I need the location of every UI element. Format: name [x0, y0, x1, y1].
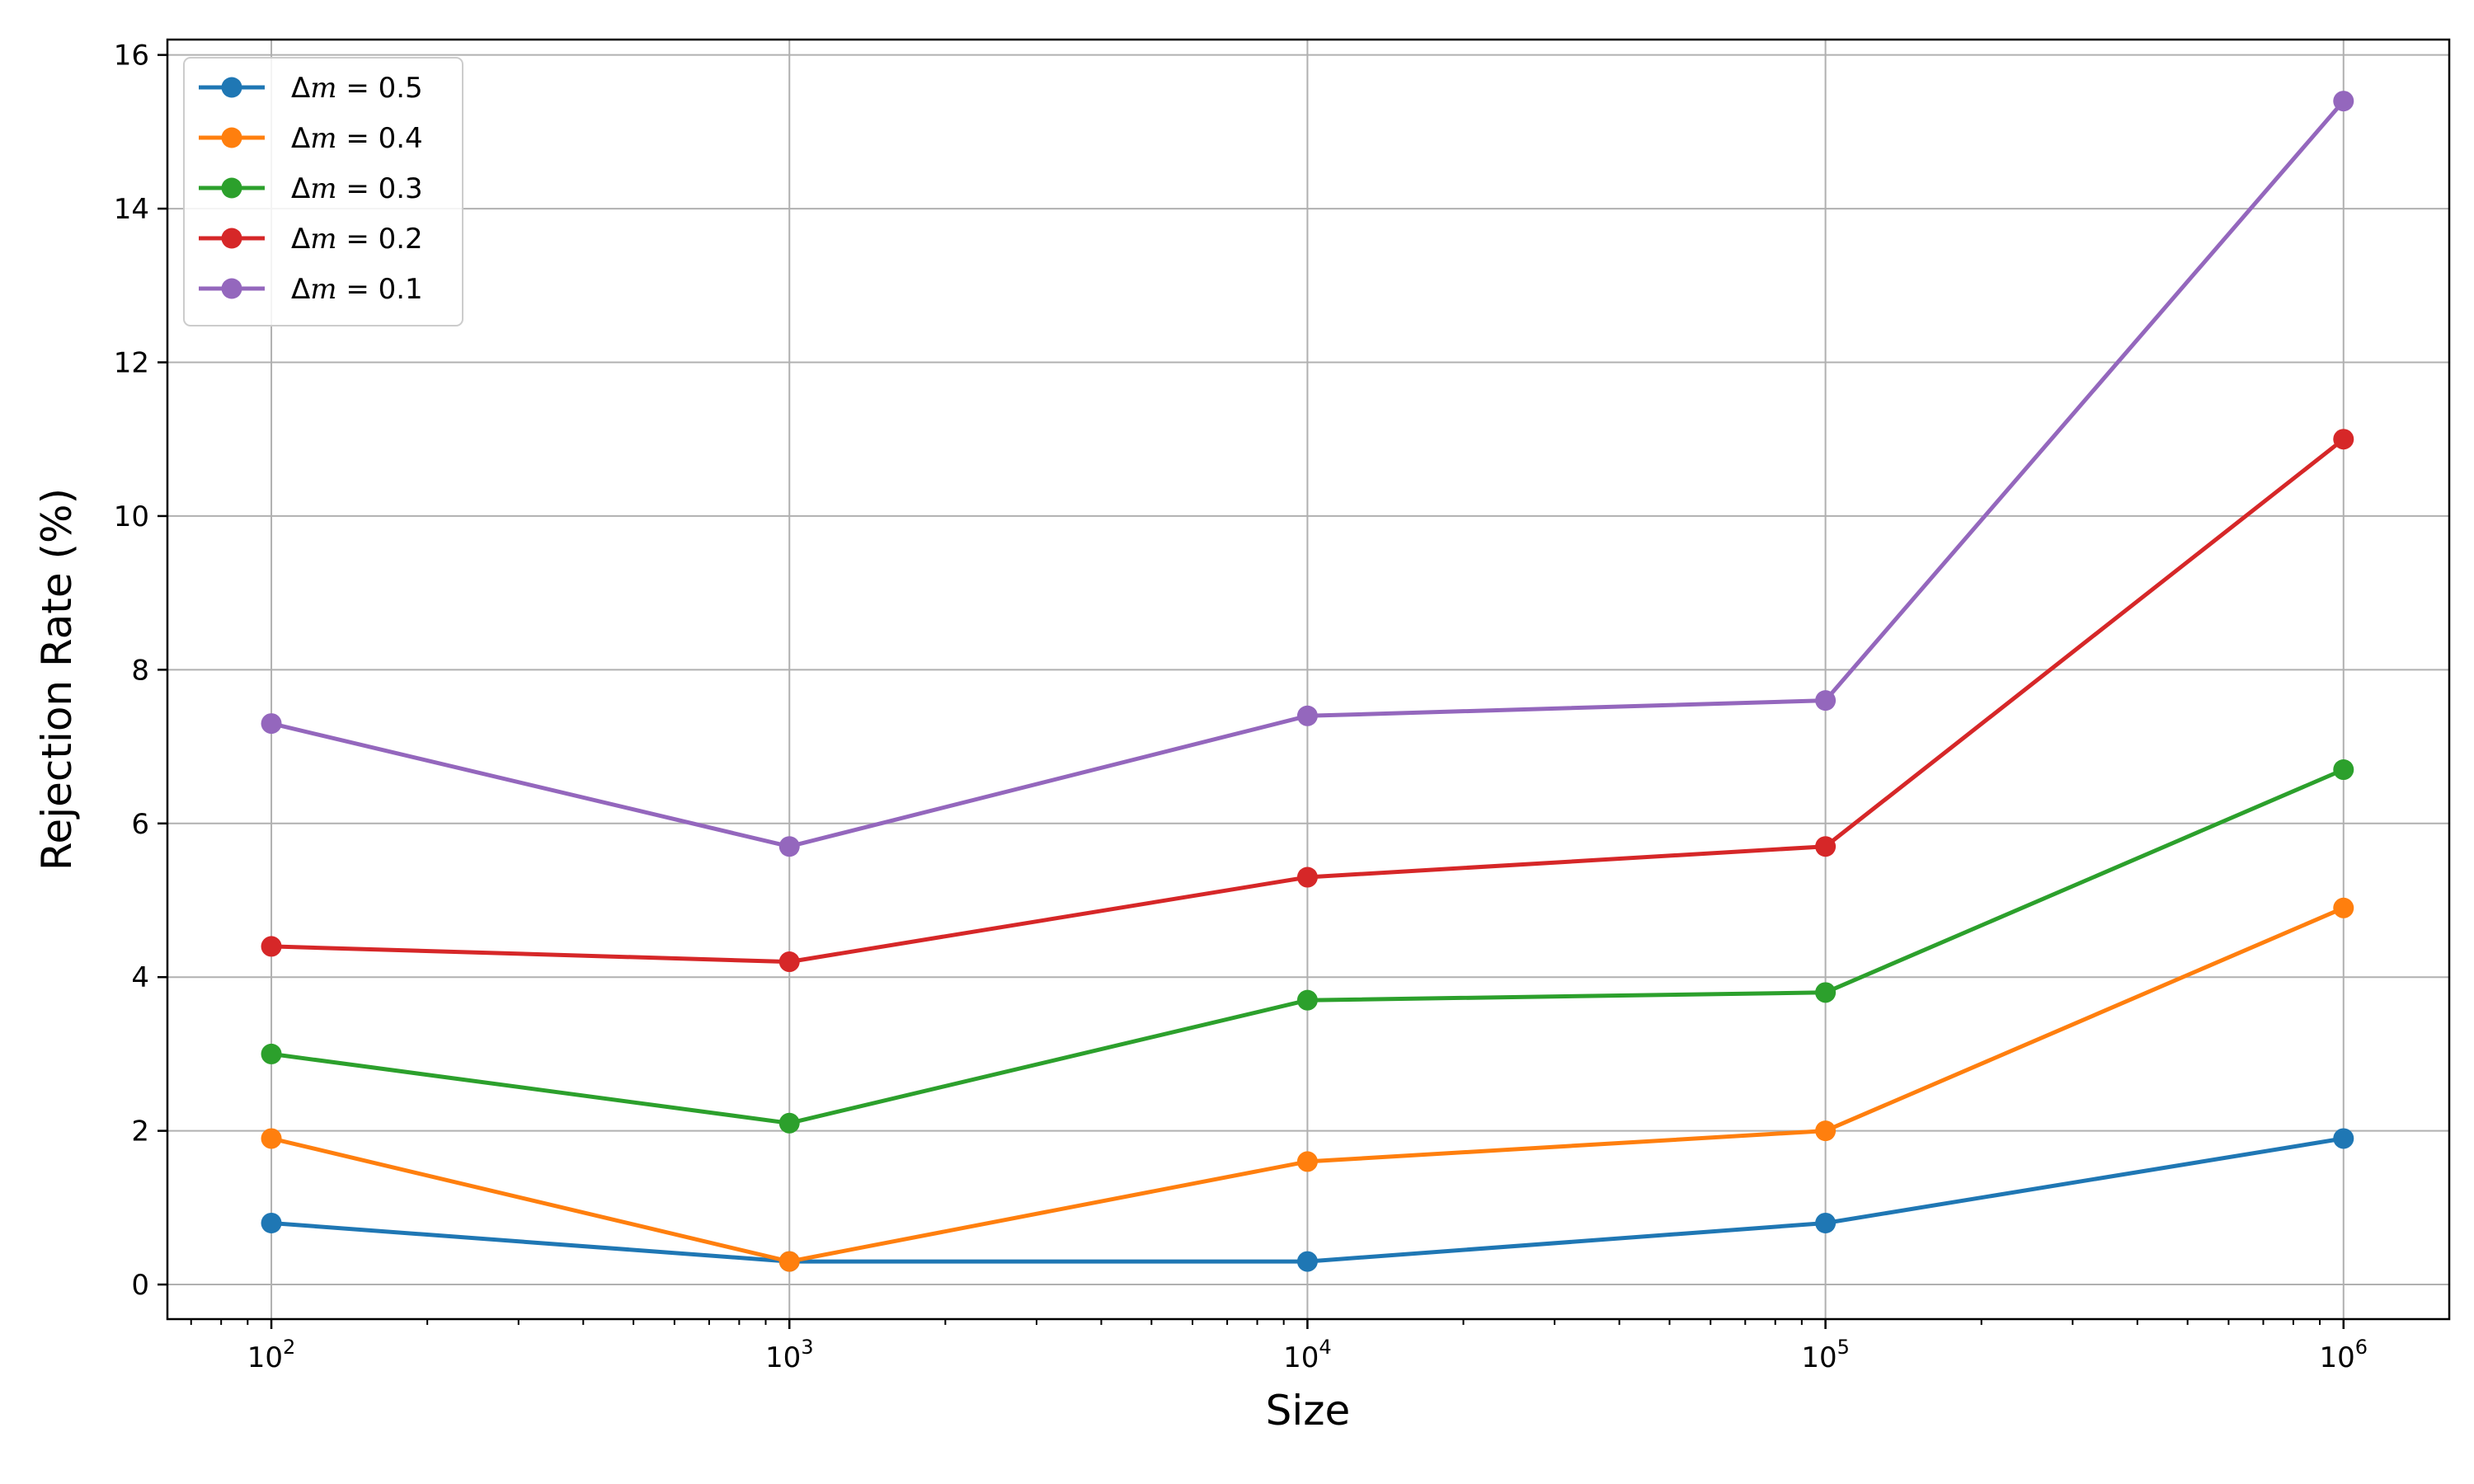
y-tick-label: 12: [114, 346, 149, 379]
legend-label: Δm = 0.2: [291, 223, 423, 256]
data-point: [1815, 690, 1837, 711]
data-point: [1296, 989, 1318, 1011]
data-point: [1296, 705, 1318, 726]
data-point: [2333, 91, 2354, 112]
series-3: [261, 759, 2354, 1134]
data-point: [261, 1043, 282, 1064]
y-tick-label: 10: [114, 500, 149, 533]
data-point: [2333, 897, 2354, 918]
data-point: [1815, 982, 1837, 1003]
data-point: [261, 1212, 282, 1233]
legend: Δm = 0.5 Δm = 0.4 Δm = 0.3 Δm = 0.2 Δm = 0.1: [183, 57, 463, 326]
y-tick-label: 6: [131, 808, 149, 841]
y-axis-label: Rejection Rate (%): [33, 488, 81, 871]
data-point: [1815, 1120, 1837, 1142]
x-tick-label: 104: [1283, 1336, 1332, 1374]
series-4: [261, 429, 2354, 973]
legend-swatch-marker: [221, 228, 242, 249]
data-point: [1296, 866, 1318, 888]
data-point: [1815, 1212, 1837, 1233]
legend-label: Δm = 0.4: [291, 122, 423, 155]
x-tick-label: 106: [2320, 1336, 2368, 1374]
x-minor-ticks: [190, 1319, 2321, 1325]
y-tick-label: 0: [131, 1269, 149, 1302]
x-tick-label: 103: [765, 1336, 814, 1374]
legend-box: [183, 57, 463, 326]
legend-item: Δm = 0.4: [199, 122, 423, 155]
data-point: [1296, 1251, 1318, 1272]
legend-label: Δm = 0.1: [291, 273, 423, 306]
data-point: [778, 951, 800, 973]
legend-swatch-marker: [221, 278, 242, 299]
legend-item: Δm = 0.1: [199, 273, 423, 306]
data-point: [1815, 836, 1837, 857]
series-group: [261, 91, 2354, 1272]
y-tick-label: 2: [131, 1115, 149, 1148]
data-point: [2333, 429, 2354, 450]
data-point: [2333, 759, 2354, 781]
axis-tick-labels: 0 2 4 6 8 10 12 14 16 102 103 104 105 106: [114, 40, 2368, 1374]
data-point: [261, 1128, 282, 1149]
legend-item: Δm = 0.2: [199, 223, 423, 256]
y-tick-label: 14: [114, 193, 149, 226]
data-point: [2333, 1128, 2354, 1149]
legend-item: Δm = 0.5: [199, 72, 423, 105]
y-tick-label: 8: [131, 654, 149, 687]
legend-label: Δm = 0.3: [291, 172, 423, 205]
series-2: [261, 897, 2354, 1272]
legend-swatch-marker: [221, 127, 242, 148]
data-point: [778, 1112, 800, 1134]
legend-item: Δm = 0.3: [199, 172, 423, 205]
data-point: [778, 1251, 800, 1272]
x-axis-label: Size: [1266, 1387, 1351, 1435]
legend-label: Δm = 0.5: [291, 72, 423, 105]
grid: [167, 40, 2449, 1319]
legend-swatch-marker: [221, 177, 242, 199]
data-point: [261, 713, 282, 735]
data-point: [261, 936, 282, 957]
data-point: [1296, 1151, 1318, 1172]
x-tick-label: 102: [247, 1336, 296, 1374]
x-tick-label: 105: [1801, 1336, 1850, 1374]
y-tick-label: 4: [131, 961, 149, 994]
axis-ticks: [158, 54, 2345, 1329]
y-tick-label: 16: [114, 40, 149, 73]
data-point: [778, 836, 800, 857]
series-5: [261, 91, 2354, 857]
legend-swatch-marker: [221, 77, 242, 98]
